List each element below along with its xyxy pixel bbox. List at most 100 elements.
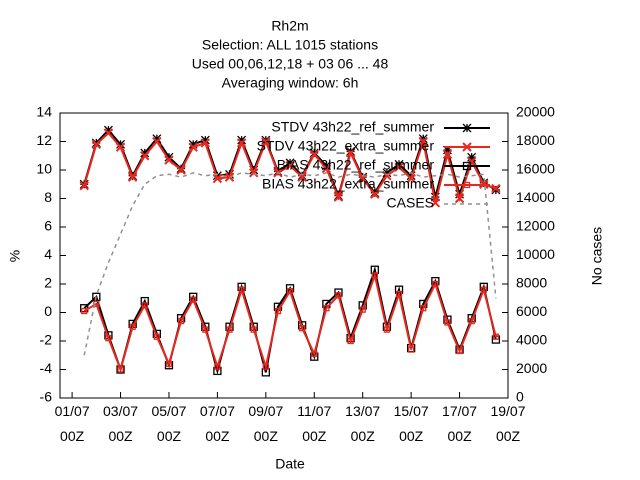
marker	[91, 138, 101, 148]
marker	[382, 170, 392, 181]
marker	[371, 272, 378, 279]
series-line	[83, 172, 497, 356]
marker	[164, 155, 174, 165]
y-tick-label: 10	[36, 161, 52, 177]
y-tick-label: 8	[44, 189, 52, 205]
y2-axis-label: No cases	[589, 227, 605, 285]
marker	[152, 134, 162, 144]
y2-tick-label: 18000	[516, 132, 555, 148]
x-tick-label: 11/07 00Z	[297, 403, 331, 444]
marker	[468, 317, 475, 325]
y2-tick-label: 6000	[516, 303, 547, 319]
marker	[81, 307, 88, 315]
marker	[262, 363, 269, 370]
x-tick-label-line: 00Z	[108, 428, 133, 444]
x-tick-label: 15/07 00Z	[394, 403, 429, 444]
marker	[117, 366, 124, 373]
legend: STDV 43h22_ref_summer STDV 43h22_extra_su…	[257, 119, 490, 211]
marker	[299, 325, 306, 332]
y2-tick-label: 4000	[516, 332, 547, 348]
marker	[103, 128, 114, 138]
x-tick-label-line: 00Z	[496, 428, 521, 444]
x-tick-label-line: 15/07	[394, 403, 429, 419]
marker	[92, 292, 101, 301]
x-tick-label-line: 00Z	[302, 428, 327, 444]
marker	[286, 287, 294, 295]
marker	[238, 286, 245, 293]
marker	[190, 296, 197, 303]
x-tick-label-line: 07/07	[200, 403, 235, 419]
x-tick-label: 05/07 00Z	[151, 403, 186, 444]
marker	[200, 135, 210, 145]
x-tick-label: 03/07 00Z	[103, 403, 138, 444]
y2-tick-label: 14000	[516, 189, 555, 205]
chart-subtitle: Used 00,06,12,18 + 03 06 ... 48	[192, 56, 389, 72]
chart-subtitle: Averaging window: 6h	[222, 75, 359, 91]
legend-label: CASES	[387, 195, 434, 211]
marker	[237, 135, 247, 145]
marker	[370, 189, 380, 199]
x-tick-label-line: 13/07	[345, 403, 380, 419]
marker	[164, 152, 174, 162]
legend-label: BIAS 43h22_extra_summer	[262, 176, 434, 192]
marker	[140, 151, 150, 161]
marker	[466, 156, 477, 167]
y-tick-label: 6	[44, 218, 52, 234]
marker	[492, 333, 500, 340]
marker	[152, 136, 162, 147]
y-tick-label: 0	[44, 303, 52, 319]
marker	[321, 163, 332, 174]
x-tick-label: 07/07 00Z	[200, 403, 235, 444]
marker	[455, 189, 465, 199]
marker	[480, 286, 487, 293]
marker	[79, 180, 89, 191]
marker	[129, 323, 136, 330]
marker	[153, 333, 161, 340]
y2-tick-label: 16000	[516, 161, 555, 177]
x-tick-label-line: 00Z	[157, 428, 182, 444]
x-tick-label-line: 00Z	[60, 428, 85, 444]
marker	[226, 326, 233, 333]
marker	[176, 165, 186, 175]
y2-tick-label: 2000	[516, 360, 547, 376]
marker	[115, 142, 126, 152]
marker	[456, 347, 463, 355]
x-tick-label-line: 00Z	[351, 428, 376, 444]
marker	[382, 168, 392, 178]
marker	[202, 326, 209, 333]
y-tick-label: 4	[44, 246, 52, 262]
marker	[165, 360, 173, 367]
marker	[442, 145, 452, 155]
marker	[442, 149, 453, 160]
marker	[359, 306, 366, 313]
marker	[236, 138, 247, 148]
marker	[383, 326, 391, 333]
chart-subtitle: Selection: ALL 1015 stations	[202, 37, 378, 53]
marker	[105, 334, 112, 342]
x-tick-label: 19/07 00Z	[490, 403, 525, 444]
marker	[261, 136, 271, 147]
marker	[274, 307, 282, 315]
y-tick-label: -6	[40, 389, 53, 405]
x-tick-label: 01/07 00Z	[55, 403, 90, 444]
y2-tick-label: 0	[516, 389, 524, 405]
x-tick-label-line: 01/07	[55, 403, 90, 419]
x-tick-label-line: 05/07	[151, 403, 186, 419]
y-tick-label: 14	[36, 104, 52, 120]
marker	[491, 183, 501, 194]
y-tick-label: 12	[36, 132, 52, 148]
marker	[249, 165, 259, 175]
marker	[214, 363, 221, 370]
marker	[177, 317, 185, 325]
y-tick-label: 2	[44, 275, 52, 291]
marker	[140, 148, 150, 158]
marker	[335, 292, 342, 299]
marker	[116, 139, 126, 149]
marker	[311, 350, 318, 357]
y2-tick-label: 10000	[516, 246, 555, 262]
y2-tick-label: 12000	[516, 218, 555, 234]
marker	[249, 168, 259, 178]
marker	[462, 161, 472, 171]
marker	[212, 173, 223, 184]
